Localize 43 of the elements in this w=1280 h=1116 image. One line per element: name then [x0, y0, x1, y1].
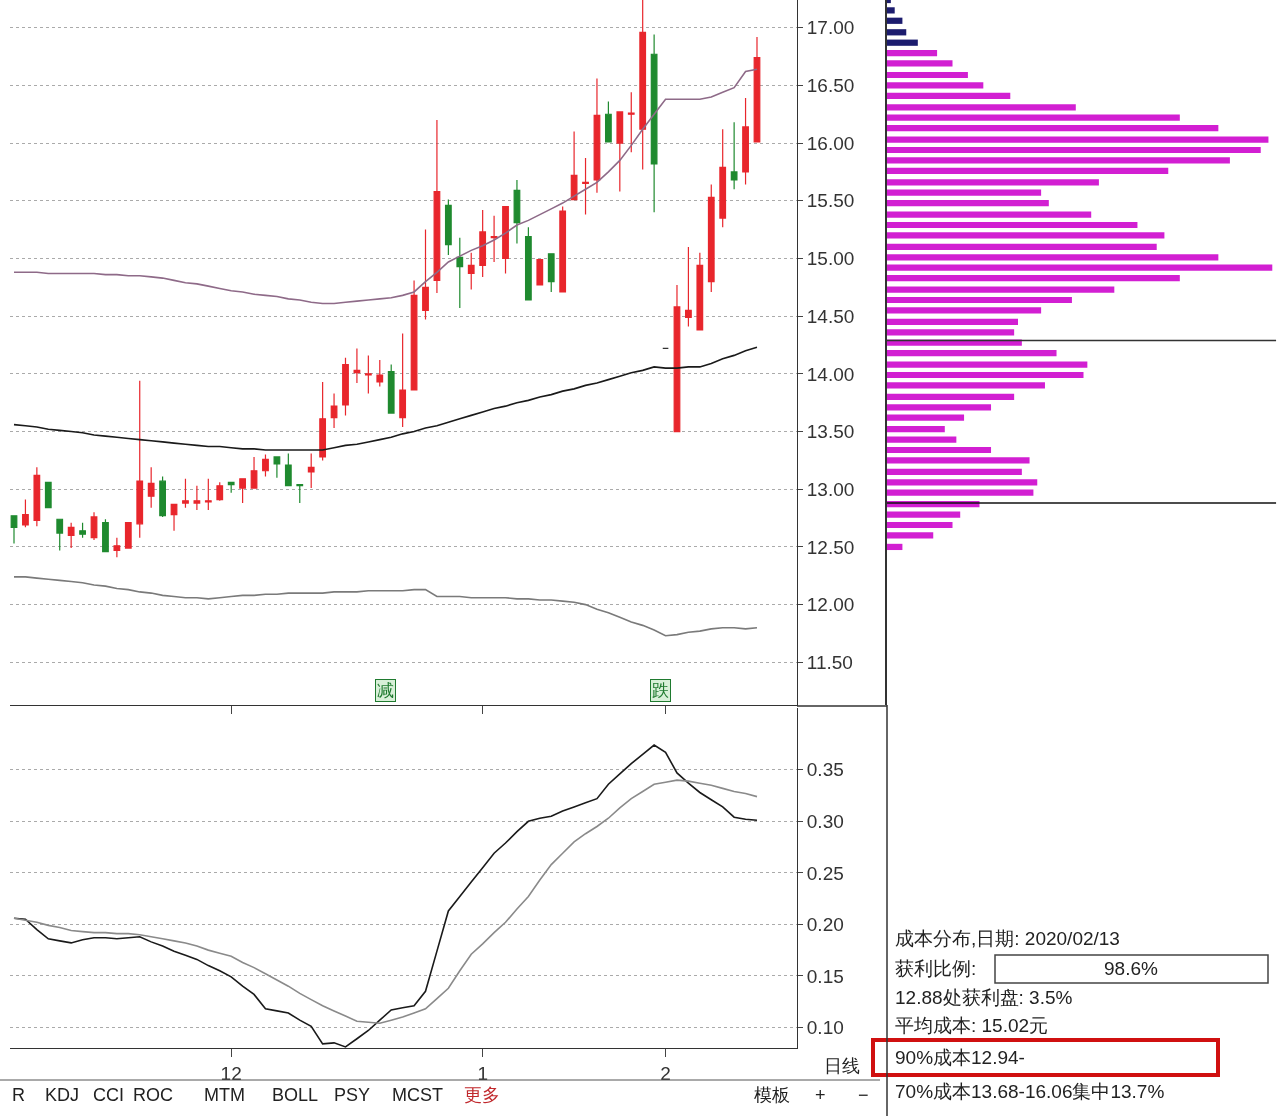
text: 成本分布,日期: 2020/02/13	[895, 928, 1120, 949]
y-tick-label: 13.50	[806, 421, 855, 443]
text: MTM	[204, 1085, 245, 1105]
y-tick-label: 11.50	[806, 651, 853, 673]
y-tick-label: 16.00	[806, 132, 855, 154]
y-tick-label: 0.10	[806, 1017, 844, 1039]
y-tick-label: 0.35	[806, 759, 844, 781]
x-tick-label: 2	[660, 1062, 671, 1084]
text: 获利比例:	[895, 958, 977, 979]
text: 70%成本13.68-16.06集中13.7%	[895, 1081, 1165, 1102]
y-tick-label: 17.00	[806, 17, 855, 39]
annotation: 减	[377, 681, 394, 700]
y-tick-label: 12.00	[806, 594, 855, 616]
text: 更多	[464, 1085, 500, 1105]
text: BOLL	[272, 1085, 319, 1105]
y-tick-label: 16.50	[806, 75, 855, 97]
annotation: 跌	[652, 681, 669, 700]
y-tick-label: 14.00	[806, 363, 855, 385]
y-tick-label: 13.00	[806, 478, 855, 500]
x-tick-label: 1	[477, 1062, 488, 1084]
text: 90%成本12.94-	[895, 1047, 1025, 1068]
text: CCI	[93, 1085, 124, 1105]
text: 98.6%	[1104, 958, 1158, 979]
text: 12.88处获利盘: 3.5%	[895, 987, 1073, 1008]
text: −	[858, 1085, 869, 1105]
y-tick-label: 14.50	[806, 305, 855, 327]
text: PSY	[334, 1085, 371, 1105]
y-tick-label: 0.15	[806, 965, 844, 987]
text: KDJ	[45, 1085, 80, 1105]
x-tick-label: 12	[220, 1062, 242, 1084]
y-tick-label: 0.30	[806, 810, 844, 832]
text: ROC	[133, 1085, 173, 1105]
text: 模板	[754, 1085, 790, 1105]
text: 日线	[824, 1056, 860, 1076]
text: 平均成本: 15.02元	[895, 1015, 1049, 1036]
text: +	[815, 1085, 826, 1105]
text: MCST	[392, 1085, 443, 1105]
y-tick-label: 15.50	[806, 190, 855, 212]
y-tick-label: 12.50	[806, 536, 855, 558]
y-tick-label: 0.25	[806, 862, 844, 884]
text: R	[12, 1085, 25, 1105]
y-tick-label: 0.20	[806, 914, 844, 936]
y-tick-label: 15.00	[806, 248, 855, 270]
